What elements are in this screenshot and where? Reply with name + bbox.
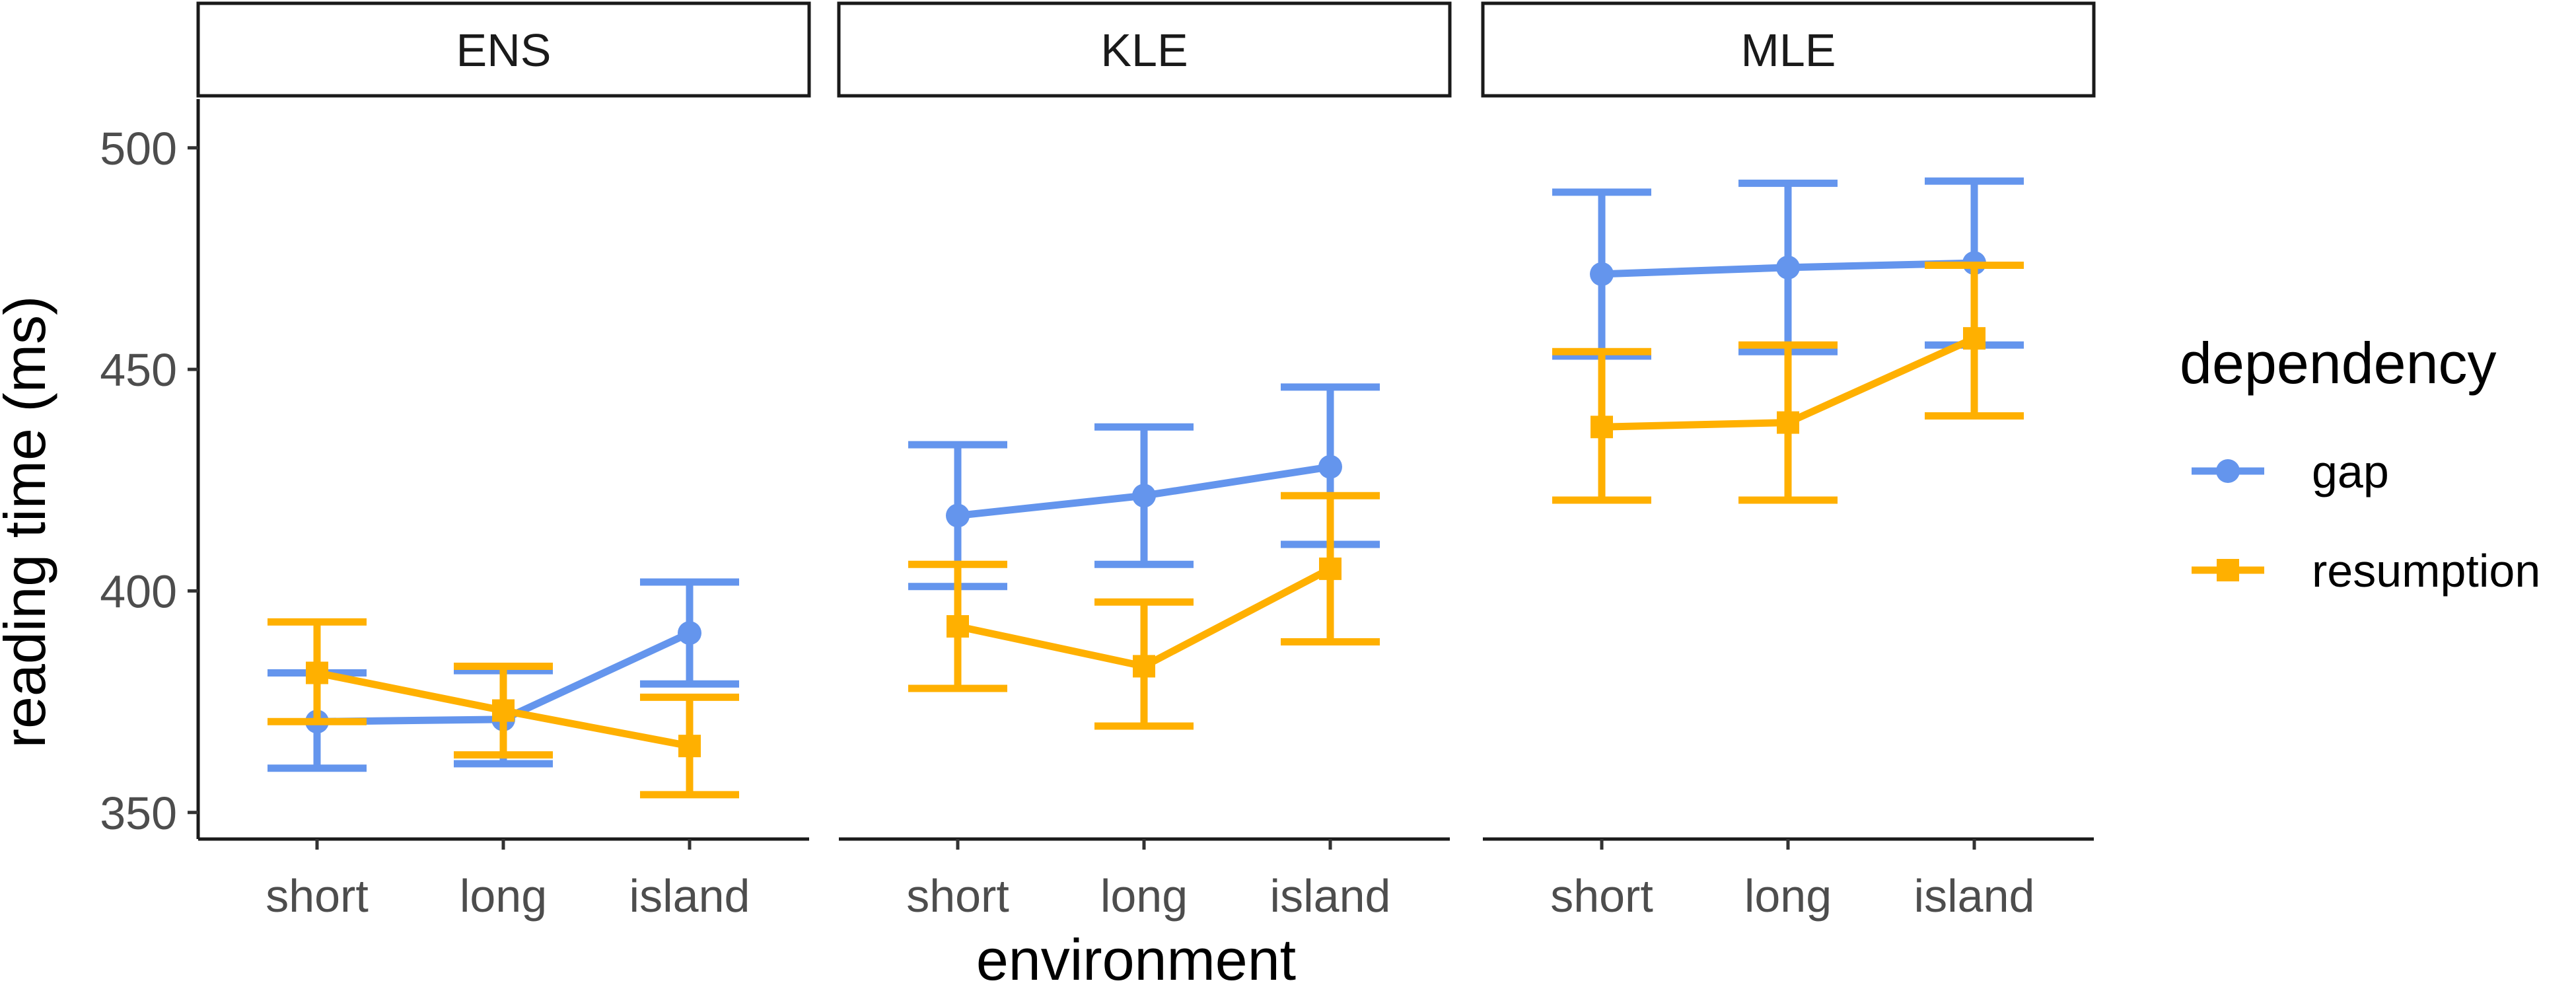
legend-item-resumption: resumption <box>2192 545 2540 597</box>
x-tick-label: island <box>1270 870 1391 922</box>
data-point <box>1777 411 1799 434</box>
series-gap <box>908 383 1380 591</box>
x-tick-label: island <box>629 870 750 922</box>
facet-strip: ENS <box>196 1 811 98</box>
legend-item-gap: gap <box>2192 446 2389 497</box>
y-tick-label: 350 <box>100 788 177 839</box>
data-point <box>1776 255 1800 279</box>
series-resumption <box>1552 261 2024 504</box>
facet-panel: short long island <box>1483 177 2094 922</box>
facet-strip: MLE <box>1481 1 2096 98</box>
x-tick-label: long <box>1744 870 1832 922</box>
y-tick-label: 500 <box>100 123 177 174</box>
data-point <box>1591 416 1613 439</box>
data-point <box>1132 484 1156 508</box>
legend-key-marker <box>2217 559 2239 581</box>
data-point <box>306 661 328 684</box>
data-point <box>1590 262 1614 286</box>
facet-strip-label: MLE <box>1741 24 1836 76</box>
facet-panels: short long island short long island short long i… <box>198 177 2094 922</box>
data-point <box>1318 455 1342 479</box>
facet-strip-box <box>196 1 811 98</box>
y-tick-label: 450 <box>100 344 177 396</box>
data-point <box>492 699 515 722</box>
legend-title: dependency <box>2180 330 2497 396</box>
data-point <box>946 503 970 528</box>
series-resumption <box>268 618 739 799</box>
x-tick-label: short <box>266 870 369 922</box>
facet-strip-box <box>837 1 1452 98</box>
y-tick-label: 400 <box>100 566 177 617</box>
facet-strips: ENS KLE MLE <box>196 1 2096 98</box>
legend: dependency gap resumption <box>2180 330 2540 597</box>
data-point <box>1319 557 1342 580</box>
x-tick-label: long <box>460 870 547 922</box>
data-point <box>1963 327 1986 350</box>
y-axis-title: reading time (ms) <box>0 296 57 749</box>
x-axis-title: environment <box>976 927 1296 991</box>
y-axis: 350 400 450 500 <box>100 99 200 839</box>
facet-strip-label: KLE <box>1100 24 1188 76</box>
data-point <box>678 735 701 758</box>
legend-key-marker <box>2216 459 2240 483</box>
facet-strip: KLE <box>837 1 1452 98</box>
facet-panel: short long island <box>839 383 1450 922</box>
facet-strip-label: ENS <box>456 24 552 76</box>
legend-label: gap <box>2312 446 2389 497</box>
data-point <box>1133 655 1155 678</box>
x-tick-label: island <box>1914 870 2035 922</box>
series-resumption <box>908 492 1380 730</box>
legend-label: resumption <box>2312 545 2540 597</box>
facet-panel: short long island <box>198 578 809 922</box>
x-tick-label: long <box>1100 870 1188 922</box>
data-point <box>947 615 969 638</box>
facet-strip-box <box>1481 1 2096 98</box>
legend-items: gap resumption <box>2192 446 2540 597</box>
x-tick-label: short <box>1550 870 1653 922</box>
x-tick-label: short <box>906 870 1009 922</box>
data-point <box>678 621 701 645</box>
